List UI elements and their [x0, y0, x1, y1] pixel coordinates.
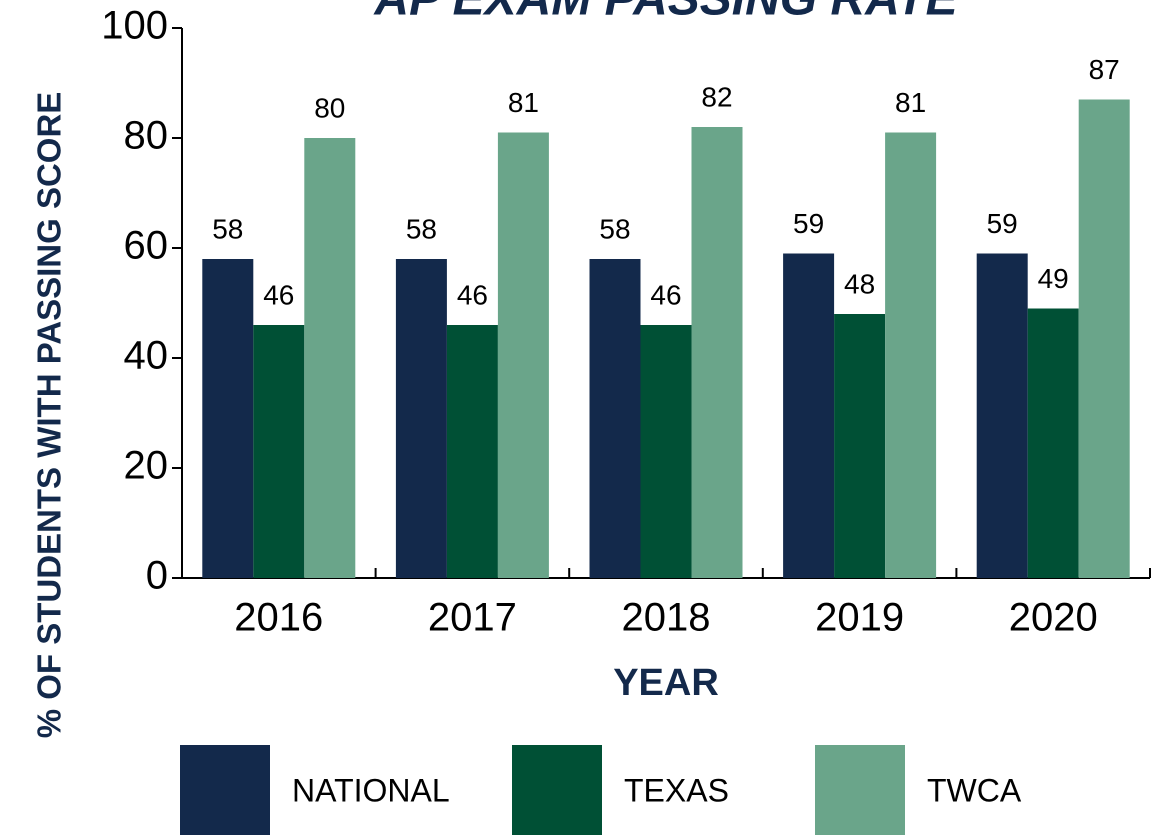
y-tick-label: 40 [124, 334, 169, 378]
value-label: 46 [457, 279, 488, 310]
value-label: 82 [701, 81, 732, 112]
legend-label: TEXAS [624, 772, 729, 808]
x-axis-label: YEAR [613, 662, 719, 704]
x-tick-label: 2019 [815, 596, 904, 640]
chart-title: AP EXAM PASSING RATE [373, 0, 959, 26]
legend-label: TWCA [927, 772, 1022, 808]
value-label: 58 [406, 213, 437, 244]
bar [885, 132, 937, 578]
value-label: 58 [212, 213, 243, 244]
bar [446, 325, 498, 578]
bar [691, 127, 743, 578]
bar [1027, 308, 1079, 578]
value-label: 59 [987, 208, 1018, 239]
value-label: 80 [314, 92, 345, 123]
value-label: 46 [650, 279, 681, 310]
bar [976, 253, 1028, 578]
bar [304, 138, 356, 578]
value-label: 59 [793, 208, 824, 239]
value-label: 48 [844, 268, 875, 299]
value-label: 49 [1038, 263, 1069, 294]
value-label: 58 [599, 213, 630, 244]
y-tick-label: 0 [146, 554, 168, 598]
bar [497, 132, 549, 578]
legend-swatch [815, 745, 905, 835]
bar [589, 259, 641, 578]
value-label: 81 [895, 87, 926, 118]
y-tick-label: 100 [101, 4, 168, 48]
legend-label: NATIONAL [292, 772, 450, 808]
bar [202, 259, 254, 578]
y-tick-label: 20 [124, 444, 169, 488]
y-axis-label: % OF STUDENTS WITH PASSING SCORE [31, 92, 68, 739]
bar [640, 325, 692, 578]
bar [1078, 99, 1130, 578]
x-tick-label: 2018 [622, 596, 711, 640]
x-tick-label: 2016 [234, 596, 323, 640]
x-tick-label: 2017 [428, 596, 517, 640]
bar [783, 253, 835, 578]
value-label: 81 [508, 87, 539, 118]
bar [834, 314, 886, 578]
legend-swatch [180, 745, 270, 835]
x-tick-label: 2020 [1009, 596, 1098, 640]
legend-swatch [512, 745, 602, 835]
y-tick-label: 60 [124, 224, 169, 268]
bar [253, 325, 305, 578]
y-tick-label: 80 [124, 114, 169, 158]
value-label: 87 [1089, 54, 1120, 85]
value-label: 46 [263, 279, 294, 310]
bar [395, 259, 447, 578]
